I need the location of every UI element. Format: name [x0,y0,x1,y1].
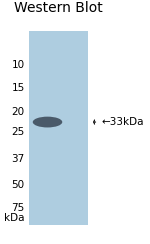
Text: Western Blot: Western Blot [14,1,102,15]
Text: 25: 25 [11,127,25,137]
Text: 10: 10 [11,60,25,70]
Text: 15: 15 [11,83,25,93]
FancyBboxPatch shape [29,31,88,224]
Text: 50: 50 [11,180,25,190]
Ellipse shape [33,117,62,127]
Text: 75: 75 [11,203,25,213]
Text: ←33kDa: ←33kDa [101,117,144,127]
Text: 37: 37 [11,154,25,164]
Text: kDa: kDa [4,214,25,224]
Text: 20: 20 [11,107,25,117]
